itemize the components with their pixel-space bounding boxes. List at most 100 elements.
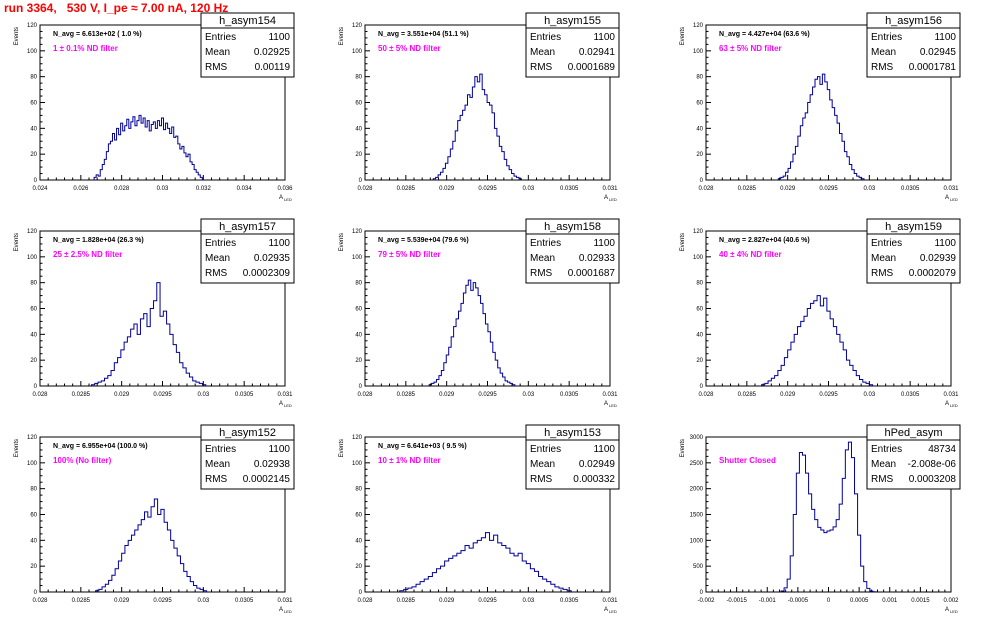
stats-box-title: h_asym153 [544, 427, 601, 439]
stats-value-entries: 1100 [268, 444, 290, 455]
x-axis-label: A [279, 607, 283, 613]
y-axis-label: Events [680, 439, 686, 457]
x-tick-label: 0.031 [602, 392, 618, 398]
y-tick-label: 0 [359, 590, 363, 596]
y-tick-label: 0 [700, 384, 704, 390]
y-axis-label: Events [339, 27, 345, 45]
y-tick-label: 80 [30, 75, 37, 81]
y-tick-label: 100 [693, 49, 704, 55]
y-tick-label: 40 [30, 126, 37, 132]
histogram-line [780, 441, 877, 593]
y-tick-label: 20 [30, 152, 37, 158]
y-tick-label: 100 [27, 461, 38, 467]
stats-label-entries: Entries [871, 238, 902, 249]
y-tick-label: 120 [27, 229, 38, 235]
x-tick-label: 0.03 [197, 598, 209, 604]
x-tick-label: 0.0285 [72, 598, 91, 604]
stats-box-title: h_asym154 [219, 15, 276, 27]
stats-value-entries: 1100 [934, 238, 956, 249]
y-tick-label: 120 [693, 229, 704, 235]
y-tick-label: 20 [30, 564, 37, 570]
x-tick-label: 0.031 [602, 598, 618, 604]
stats-value-mean: 0.02945 [920, 47, 957, 58]
y-tick-label: 20 [696, 152, 703, 158]
y-tick-label: 80 [30, 281, 37, 287]
y-tick-label: 60 [30, 307, 37, 313]
y-tick-label: 0 [34, 384, 38, 390]
y-axis-label: Events [680, 27, 686, 45]
histogram-panel-h_asym159: 0.028 0.0285 0.029 0.0295 0.03 0.0305 0.031 0 20… [680, 218, 961, 408]
filter-annotation: 40 ± 4% ND filter [719, 250, 782, 259]
y-tick-label: 100 [27, 255, 38, 261]
y-tick-label: 60 [696, 101, 703, 107]
stats-value-rms: 0.0002145 [243, 474, 291, 485]
y-tick-label: 100 [352, 255, 363, 261]
x-tick-label: 0.031 [943, 186, 959, 192]
x-axis-label: A [604, 401, 608, 407]
x-tick-label: -0.001 [759, 598, 777, 604]
y-tick-label: 120 [693, 23, 704, 29]
filter-annotation: 10 ± 1% ND filter [378, 456, 441, 465]
y-tick-label: 60 [355, 101, 362, 107]
y-tick-label: 60 [30, 513, 37, 519]
x-tick-label: 0.0285 [738, 392, 757, 398]
x-tick-label: 0.028 [357, 598, 373, 604]
x-tick-label: 0.0305 [560, 186, 579, 192]
stats-box-title: h_asym155 [544, 15, 601, 27]
x-axis-label-subscript: LED [609, 197, 617, 202]
filter-annotation: 63 ± 5% ND filter [719, 44, 782, 53]
stats-box [525, 12, 620, 78]
stats-box-title: h_asym159 [885, 221, 942, 233]
navg-label: N_avg = 5.539e+04 (79.6 %) [378, 237, 469, 244]
x-axis-label-subscript: LED [284, 609, 292, 614]
stats-label-rms: RMS [205, 474, 228, 485]
stats-value-rms: 0.00119 [255, 62, 291, 73]
stats-label-rms: RMS [530, 474, 553, 485]
y-tick-label: 40 [355, 538, 362, 544]
stats-value-entries: 1100 [268, 32, 290, 43]
histogram-line [428, 279, 516, 386]
x-tick-label: 0.029 [114, 392, 130, 398]
stats-value-mean: 0.02939 [920, 253, 957, 264]
x-axis-label: A [604, 195, 608, 201]
stats-box-title: h_asym157 [219, 221, 276, 233]
y-tick-label: 0 [34, 178, 38, 184]
x-tick-label: 0.0305 [235, 392, 254, 398]
y-tick-label: 40 [30, 538, 37, 544]
x-axis-label-subscript: LED [609, 403, 617, 408]
stats-label-mean: Mean [530, 253, 555, 264]
histogram-panel-hPed_asym: -0.002 -0.0015 -0.001 -0.0005 0 0.0005 0.001 0.… [680, 424, 961, 614]
histogram-line [432, 73, 522, 180]
x-tick-label: 0.0305 [901, 392, 920, 398]
x-tick-label: 0.032 [196, 186, 212, 192]
x-axis-label: A [945, 195, 949, 201]
x-tick-label: 0.03 [522, 392, 534, 398]
x-axis-label-subscript: LED [950, 609, 958, 614]
x-tick-label: 0.028 [32, 598, 48, 604]
y-axis-label: Events [339, 233, 345, 251]
stats-label-rms: RMS [205, 268, 228, 279]
y-tick-label: 120 [27, 23, 38, 29]
x-tick-label: 0 [827, 598, 831, 604]
x-tick-label: 0.0285 [397, 186, 416, 192]
y-tick-label: 120 [352, 435, 363, 441]
y-tick-label: 20 [355, 152, 362, 158]
x-axis-label: A [604, 607, 608, 613]
x-axis-label: A [279, 401, 283, 407]
y-tick-label: 60 [355, 307, 362, 313]
stats-label-mean: Mean [530, 459, 555, 470]
stats-box [525, 218, 620, 284]
x-axis-label: A [945, 607, 949, 613]
navg-label: N_avg = 1.828e+04 (26.3 %) [53, 237, 144, 244]
stats-box-title: hPed_asym [884, 427, 942, 439]
y-tick-label: 100 [352, 461, 363, 467]
x-axis-label-subscript: LED [609, 609, 617, 614]
y-tick-label: 80 [355, 487, 362, 493]
x-tick-label: 0.03 [522, 598, 534, 604]
x-tick-label: 0.0295 [478, 598, 497, 604]
y-tick-label: 40 [30, 332, 37, 338]
x-tick-label: 0.029 [439, 186, 455, 192]
y-tick-label: 500 [693, 564, 704, 570]
stats-box [866, 424, 961, 490]
histogram-panel-h_asym156: 0.028 0.0285 0.029 0.0295 0.03 0.0305 0.031 0 20… [680, 12, 961, 202]
